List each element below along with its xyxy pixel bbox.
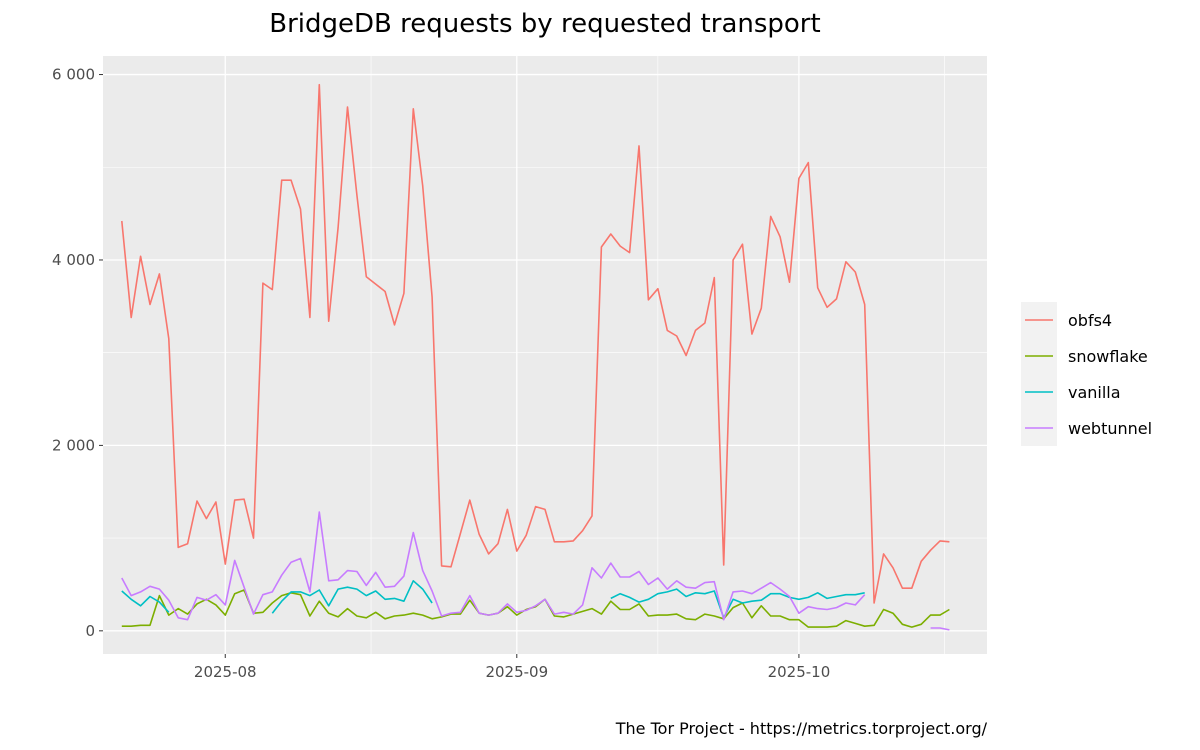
minor-gridlines — [103, 56, 987, 654]
legend: obfs4 snowflake vanilla webtunnel — [1021, 302, 1152, 446]
legend-label-vanilla: vanilla — [1068, 383, 1121, 402]
series-line-snowflake — [121, 589, 950, 628]
legend-label-obfs4: obfs4 — [1068, 311, 1112, 330]
x-tick-label: 2025-08 — [194, 663, 257, 681]
series-line-obfs4 — [121, 83, 950, 604]
x-tick-label: 2025-09 — [485, 663, 548, 681]
plot-panel — [103, 56, 987, 654]
series-line-vanilla — [271, 580, 433, 614]
legend-label-webtunnel: webtunnel — [1068, 419, 1152, 438]
y-tick-label: 4 000 — [52, 251, 95, 269]
y-tick-label: 6 000 — [52, 66, 95, 84]
major-gridlines — [103, 56, 987, 654]
series-line-webtunnel — [930, 627, 950, 631]
legend-key-background — [1021, 302, 1057, 446]
legend-label-snowflake: snowflake — [1068, 347, 1148, 366]
y-tick-label: 0 — [85, 622, 95, 640]
chart-title: BridgeDB requests by requested transport — [269, 9, 820, 39]
series-lines — [121, 83, 950, 631]
series-line-vanilla — [610, 588, 865, 619]
series-line-vanilla — [121, 590, 170, 613]
y-axis: 0 2 000 4 000 6 000 — [52, 66, 103, 640]
series-line-webtunnel — [121, 511, 866, 621]
y-tick-label: 2 000 — [52, 436, 95, 454]
x-tick-label: 2025-10 — [768, 663, 831, 681]
chart-caption: The Tor Project - https://metrics.torpro… — [615, 719, 988, 738]
x-axis: 2025-08 2025-09 2025-10 — [194, 654, 830, 681]
